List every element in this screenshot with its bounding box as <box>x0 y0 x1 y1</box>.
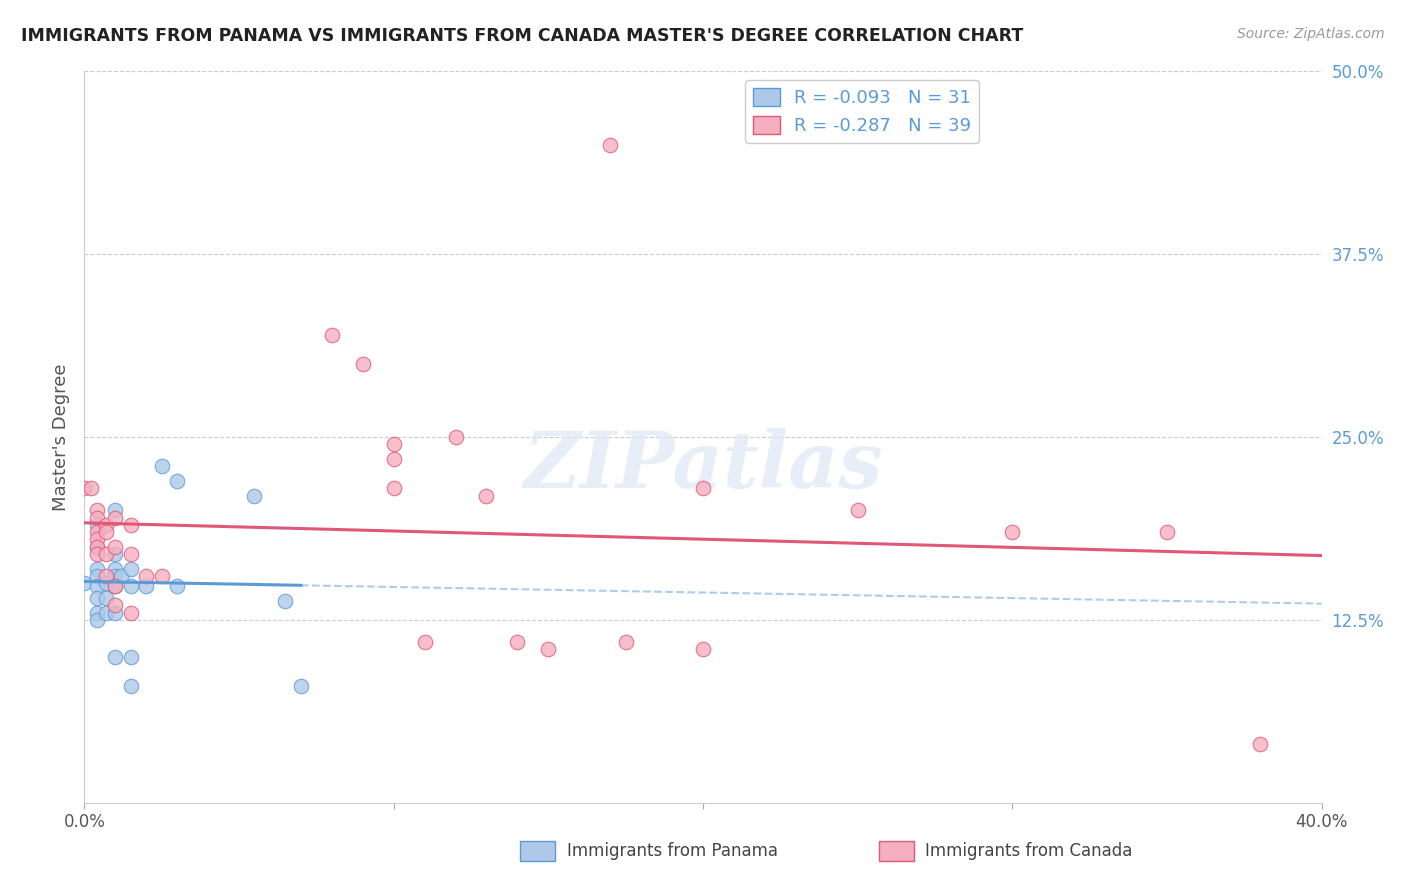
Point <box>1249 737 1271 751</box>
Point <box>150 459 173 474</box>
Point <box>1001 525 1024 540</box>
Point <box>86 517 108 532</box>
Point <box>120 606 142 620</box>
Point <box>73 576 96 591</box>
Point <box>120 517 142 532</box>
Y-axis label: Master's Degree: Master's Degree <box>52 363 70 511</box>
Point <box>86 591 108 605</box>
Point <box>104 606 127 620</box>
Point <box>104 649 127 664</box>
Point <box>104 562 127 576</box>
Point <box>243 489 266 503</box>
Legend: R = -0.093   N = 31, R = -0.287   N = 39: R = -0.093 N = 31, R = -0.287 N = 39 <box>745 80 979 143</box>
Point <box>104 579 127 593</box>
Point <box>86 562 108 576</box>
Point <box>321 327 343 342</box>
Point <box>537 642 560 657</box>
Point <box>86 547 108 561</box>
Point <box>846 503 869 517</box>
Point <box>120 579 142 593</box>
Point <box>104 599 127 613</box>
Point <box>86 503 108 517</box>
Point <box>110 569 132 583</box>
Point <box>79 481 101 495</box>
Text: Immigrants from Canada: Immigrants from Canada <box>925 842 1132 860</box>
Point <box>86 540 108 554</box>
Point <box>104 569 127 583</box>
Point <box>86 613 108 627</box>
Point <box>352 357 374 371</box>
Point <box>290 679 312 693</box>
Point <box>382 481 405 495</box>
Point <box>94 547 117 561</box>
Text: Source: ZipAtlas.com: Source: ZipAtlas.com <box>1237 27 1385 41</box>
Point <box>506 635 529 649</box>
Text: ZIPatlas: ZIPatlas <box>523 428 883 505</box>
Text: Immigrants from Panama: Immigrants from Panama <box>567 842 778 860</box>
Point <box>166 474 188 488</box>
Point <box>150 569 173 583</box>
Point <box>86 579 108 593</box>
Point <box>413 635 436 649</box>
Point <box>382 437 405 451</box>
Point <box>86 569 108 583</box>
Point <box>94 569 117 583</box>
Point <box>94 606 117 620</box>
Point <box>1156 525 1178 540</box>
Point <box>135 579 157 593</box>
Point <box>104 540 127 554</box>
Point <box>86 525 108 540</box>
Point <box>104 547 127 561</box>
Point <box>382 452 405 467</box>
Point <box>614 635 637 649</box>
Text: IMMIGRANTS FROM PANAMA VS IMMIGRANTS FROM CANADA MASTER'S DEGREE CORRELATION CHA: IMMIGRANTS FROM PANAMA VS IMMIGRANTS FRO… <box>21 27 1024 45</box>
Point <box>94 517 117 532</box>
Point <box>120 679 142 693</box>
Point <box>166 579 188 593</box>
Point <box>692 642 714 657</box>
Point <box>692 481 714 495</box>
Point <box>73 481 96 495</box>
Point <box>120 562 142 576</box>
Point <box>104 503 127 517</box>
Point <box>274 594 297 608</box>
Point <box>86 510 108 524</box>
Point <box>120 547 142 561</box>
Point <box>444 430 467 444</box>
Point <box>135 569 157 583</box>
Point <box>86 533 108 547</box>
Point <box>599 137 621 152</box>
Point <box>94 576 117 591</box>
Point <box>86 540 108 554</box>
Point <box>94 525 117 540</box>
Point <box>86 606 108 620</box>
Point <box>120 649 142 664</box>
Point <box>475 489 498 503</box>
Point <box>94 591 117 605</box>
Point <box>104 579 127 593</box>
Point <box>104 510 127 524</box>
